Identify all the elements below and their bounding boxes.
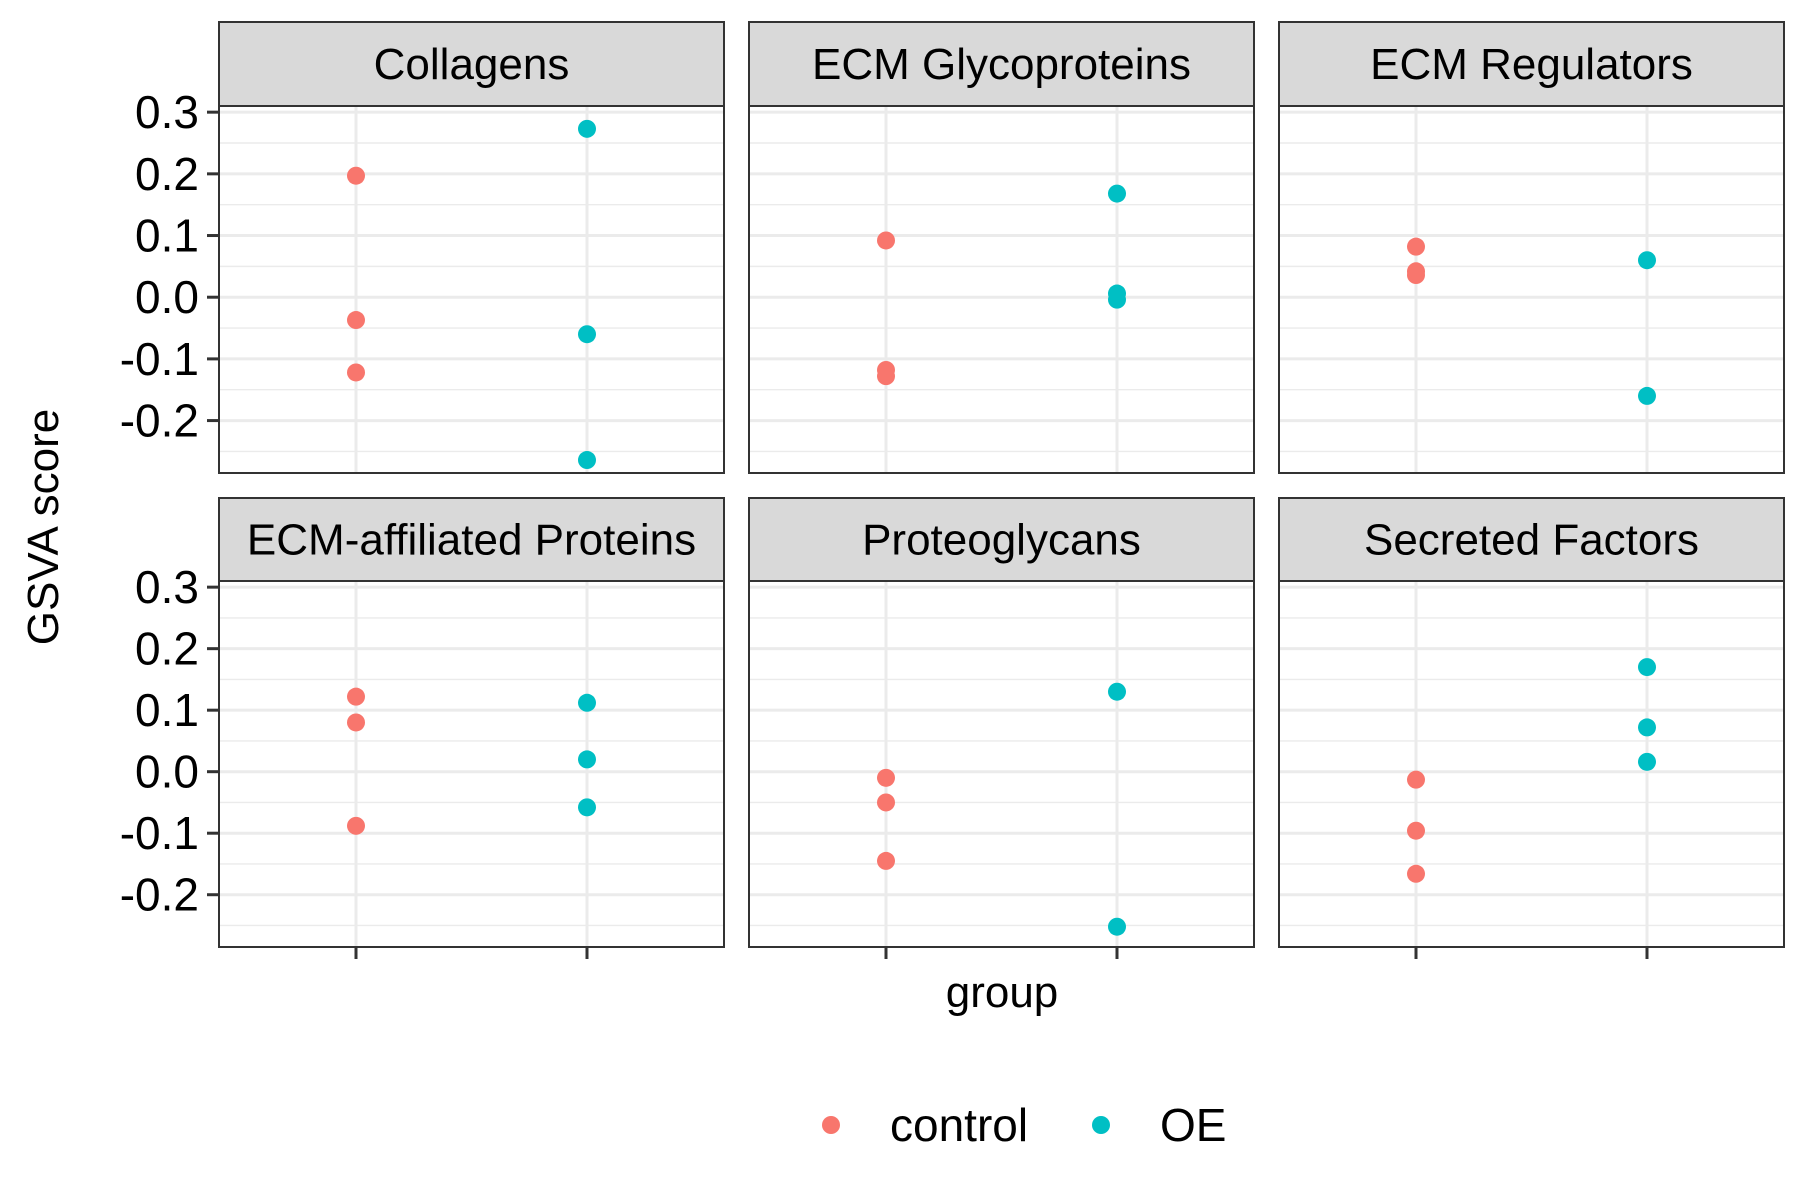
y-tick-label: 0.1 [135,684,199,736]
data-point-control [347,687,365,706]
data-point-control [877,793,895,812]
facet-title: Proteoglycans [862,516,1141,565]
y-tick-label: 0.3 [135,86,199,138]
y-tick-label: -0.1 [120,333,199,385]
legend-key [1092,1116,1110,1134]
data-point-control [877,367,895,386]
legend-label: OE [1160,1099,1226,1151]
panel-border [748,580,1255,948]
facet-panel: ECM Glycoproteins [748,21,1255,474]
data-point-control [347,311,365,330]
legend-label: control [890,1099,1028,1151]
panel-background [219,581,724,947]
legend-item-oe: OE [1092,1099,1226,1151]
y-tick-label: 0.2 [135,623,199,675]
data-point-oe [578,119,596,138]
y-tick-label: 0.0 [135,746,199,798]
facet-title: ECM Glycoproteins [812,40,1191,89]
data-point-oe [1638,386,1656,405]
facet-panel: ECM-affiliated Proteins [218,497,725,959]
facet-strip [748,497,1255,582]
data-point-control [347,363,365,382]
panel-border [748,105,1255,474]
legend-key [822,1116,840,1134]
data-point-control [1407,266,1425,285]
facet-panel: Proteoglycans [748,497,1255,959]
data-point-control [877,768,895,787]
panel-background [749,581,1254,947]
panel-background [1279,581,1784,947]
facet-panel: Collagens [218,21,725,474]
panel-border [1278,580,1785,948]
data-point-oe [578,798,596,817]
data-point-oe [578,325,596,344]
y-tick-label: 0.2 [135,148,199,200]
panel-border [218,105,725,474]
data-point-control [877,851,895,870]
data-point-oe [1108,917,1126,936]
data-point-control [347,816,365,835]
data-point-control [1407,237,1425,256]
panel-border [1278,105,1785,474]
y-tick-label: -0.1 [120,807,199,859]
legend: control OE [822,1099,1226,1151]
data-point-oe [1108,290,1126,309]
y-tick-label: -0.2 [120,395,199,447]
facet-title: ECM Regulators [1370,40,1693,89]
data-point-oe [1108,682,1126,701]
data-point-oe [1108,184,1126,203]
facet-title: ECM-affiliated Proteins [247,516,696,565]
y-tick-label: -0.2 [120,869,199,921]
data-point-oe [1638,718,1656,737]
panel-background [749,106,1254,473]
y-tick-label: 0.3 [135,561,199,613]
data-point-oe [1638,752,1656,771]
y-tick-label: 0.1 [135,210,199,262]
panel-background [219,106,724,473]
facet-strip [748,21,1255,107]
data-point-control [347,166,365,185]
facet-title: Collagens [374,40,570,89]
data-point-control [1407,864,1425,883]
data-point-control [347,713,365,732]
legend-item-control: control [822,1099,1028,1151]
panel-border [218,580,725,948]
data-point-oe [578,451,596,470]
facet-panel: Secreted Factors [1278,497,1785,959]
data-point-control [877,231,895,250]
data-point-control [1407,770,1425,789]
y-tick-label: 0.0 [135,271,199,323]
x-axis-title: group [946,968,1059,1017]
data-point-oe [1638,251,1656,270]
facet-title: Secreted Factors [1364,516,1699,565]
data-point-oe [578,693,596,712]
y-axis-title: GSVA score [19,409,68,645]
facet-panel: ECM Regulators [1278,21,1785,474]
data-point-oe [1638,658,1656,677]
facet-strip [218,21,725,107]
facet-panels: Collagens ECM Glycoproteins ECM Regulators… [218,21,1785,959]
facet-strip [1278,497,1785,582]
data-point-control [1407,821,1425,840]
y-axis-ticks: 0.3 0.2 0.1 0.0 -0.1 -0.2 0.3 0.2 0.1 0.0 -0.1 -0.2 [120,86,219,921]
panel-background [1279,106,1784,473]
data-point-oe [578,750,596,769]
